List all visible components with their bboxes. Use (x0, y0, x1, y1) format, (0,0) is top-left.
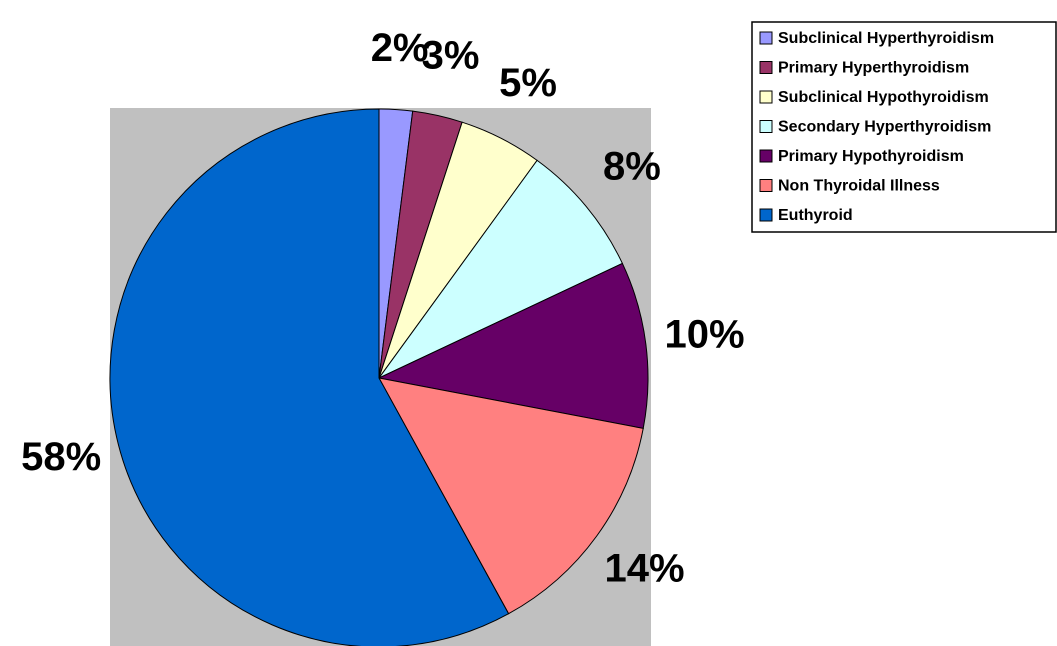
pie-slice (377, 262, 649, 429)
legend-swatch (759, 120, 773, 133)
legend-swatch (759, 31, 773, 45)
legend-swatch (759, 208, 773, 222)
legend-label: Non Thyroidal Illness (778, 178, 940, 195)
pie-slice (378, 159, 624, 379)
legend-label: Subclinical Hypothyroidism (778, 89, 989, 106)
data-label: 5% (499, 61, 557, 105)
legend-label: Primary Hypothyroidism (778, 148, 964, 165)
data-label: 2% (371, 26, 429, 70)
data-label: 8% (603, 144, 661, 188)
data-label: 14% (604, 546, 684, 590)
pie-slice (109, 108, 510, 646)
legend-swatch (759, 149, 773, 163)
legend-swatch (759, 61, 773, 74)
data-label: 58% (21, 435, 101, 479)
legend-label: Subclinical Hyperthyroidism (778, 30, 994, 47)
legend-swatch (759, 90, 773, 104)
legend-label: Secondary Hyperthyroidism (778, 119, 991, 136)
pie-slice (378, 377, 644, 615)
legend-swatch (759, 179, 773, 192)
legend-box (751, 21, 1057, 233)
legend-label: Primary Hyperthyroidism (778, 60, 969, 77)
data-label: 3% (422, 33, 480, 77)
legend-label: Euthyroid (778, 207, 853, 224)
data-label: 10% (665, 312, 745, 356)
